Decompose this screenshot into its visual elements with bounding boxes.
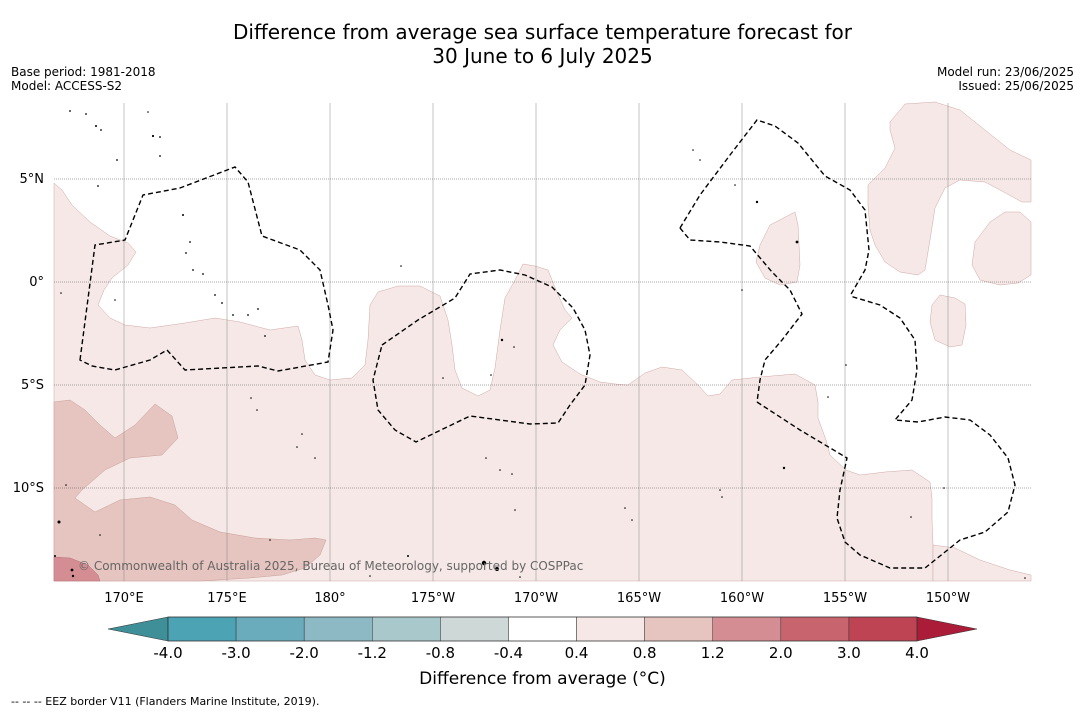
colorbar-tick-label: -0.4: [494, 644, 523, 662]
anomaly-region-light-ne: [867, 101, 1032, 276]
colorbar-tick-label: 1.2: [701, 644, 725, 662]
colorbar-tick-label: 2.0: [769, 644, 793, 662]
colorbar: -4.0 -3.0 -2.0 -1.2 -0.8 -0.4 0.4 0.8 1.2 2.0 3.0 4…: [107, 616, 978, 662]
anomaly-region-light-mid: [755, 211, 801, 286]
colorbar-segment: [440, 616, 509, 642]
colorbar-extend-high: [916, 616, 978, 642]
anomaly-region-light-e: [971, 211, 1032, 286]
colorbar-segment: [644, 616, 713, 642]
model-run: Model run: 23/06/2025: [936, 65, 1074, 79]
islands: [54, 110, 1026, 579]
lat-label-5n: 5°N: [20, 172, 45, 187]
colorbar-segment: [848, 616, 918, 642]
lon-label-155w: 155°W: [823, 591, 867, 606]
lon-label-180: 180°: [314, 591, 345, 606]
colorbar-tick-label: 4.0: [905, 644, 929, 662]
eez-border-line-islands: [679, 119, 870, 297]
colorbar-segment: [576, 616, 645, 642]
colorbar-tick-label: 0.4: [565, 644, 589, 662]
lon-label-160w: 160°W: [720, 591, 764, 606]
lat-label-0: 0°: [29, 275, 44, 290]
title-line-1: Difference from average sea surface temp…: [232, 20, 852, 44]
colorbar-tick-label: -1.2: [358, 644, 387, 662]
colorbar-segments: [167, 616, 918, 642]
eez-border-phoenix: [372, 269, 591, 443]
base-period: Base period: 1981-2018: [11, 65, 156, 79]
lon-label-175w: 175°W: [411, 591, 455, 606]
map-panel: © Commonwealth of Australia 2025, Bureau…: [53, 101, 1032, 582]
lat-label-10s: 10°S: [13, 481, 44, 496]
lon-label-170e: 170°E: [104, 591, 144, 606]
colorbar-tick-label: -3.0: [221, 644, 250, 662]
issued-date: Issued: 25/06/2025: [958, 79, 1074, 93]
lon-label-165w: 165°W: [617, 591, 661, 606]
latitude-labels: 5°N 0° 5°S 10°S: [13, 172, 44, 496]
colorbar-extend-low: [107, 616, 169, 642]
lat-label-5s: 5°S: [21, 378, 44, 393]
lon-label-175e: 175°E: [207, 591, 247, 606]
anomaly-region-light-se: [932, 544, 1032, 582]
map-title: Difference from average sea surface temp…: [0, 20, 1085, 68]
colorbar-label: Difference from average (°C): [419, 669, 666, 689]
colorbar-segment: [780, 616, 850, 642]
eez-legend-note: -- -- -- EEZ border V11 (Flanders Marine…: [11, 695, 320, 708]
colorbar-segment: [508, 616, 577, 642]
eez-borders: [79, 119, 1016, 569]
colorbar-tick-label: 3.0: [837, 644, 861, 662]
meta-left: Base period: 1981-2018 Model: ACCESS-S2: [11, 65, 156, 93]
colorbar-segment: [235, 616, 305, 642]
model-name: Model: ACCESS-S2: [11, 79, 123, 93]
title-line-2: 30 June to 6 July 2025: [432, 44, 653, 68]
longitude-gridlines: [123, 103, 949, 581]
eez-border-kiribati-gilberts: [79, 166, 334, 372]
colorbar-segment: [303, 616, 373, 642]
colorbar-segment: [167, 616, 237, 642]
longitude-labels: 170°E 175°E 180° 175°W 170°W 165°W 160°W…: [104, 591, 970, 606]
lon-label-170w: 170°W: [514, 591, 558, 606]
meta-right: Model run: 23/06/2025 Issued: 25/06/2025: [937, 65, 1074, 93]
colorbar-segment: [372, 616, 441, 642]
colorbar-tick-labels: -4.0 -3.0 -2.0 -1.2 -0.8 -0.4 0.4 0.8 1.2 2.0 3.0 4…: [153, 644, 929, 662]
copyright-text: © Commonwealth of Australia 2025, Bureau…: [78, 559, 583, 573]
anomaly-region-strong: [53, 556, 101, 582]
anomaly-region-medium: [53, 399, 327, 582]
lon-label-150w: 150°W: [926, 591, 970, 606]
eez-border-line-islands-south: [679, 227, 803, 403]
colorbar-tick-label: -4.0: [153, 644, 182, 662]
latitude-gridlines: [54, 178, 1031, 489]
colorbar-tick-label: -0.8: [426, 644, 455, 662]
colorbar-tick-label: -2.0: [290, 644, 319, 662]
colorbar-tick-label: 0.8: [633, 644, 657, 662]
anomaly-region-light: [53, 182, 934, 582]
colorbar-outline: [167, 616, 918, 642]
colorbar-segment: [712, 616, 782, 642]
eez-border-cook: [756, 295, 1016, 569]
